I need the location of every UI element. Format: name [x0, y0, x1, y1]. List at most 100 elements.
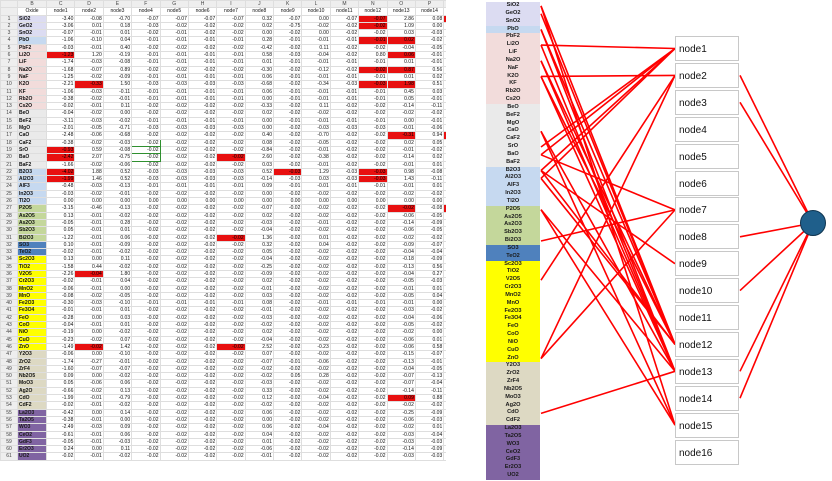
value-cell[interactable]: -0.02 — [102, 401, 133, 410]
value-cell[interactable]: -0.08 — [45, 291, 76, 301]
value-cell[interactable]: -0.01 — [329, 299, 360, 308]
value-cell[interactable]: -0.02 — [159, 394, 189, 403]
value-cell[interactable]: 1.36 — [244, 233, 275, 242]
value-cell[interactable]: -0.27 — [74, 357, 104, 366]
column-letter[interactable]: D — [74, 0, 104, 9]
value-cell[interactable]: -0.01 — [301, 87, 331, 96]
value-cell[interactable]: -0.03 — [329, 175, 360, 184]
value-cell[interactable]: 0.09 — [102, 423, 133, 432]
value-cell[interactable]: -0.01 — [414, 58, 445, 67]
value-cell[interactable]: -0.01 — [159, 299, 189, 308]
value-cell[interactable]: -0.05 — [386, 277, 416, 286]
value-cell[interactable]: -0.02 — [443, 277, 446, 286]
value-cell[interactable]: -0.02 — [329, 430, 360, 439]
value-cell[interactable]: -0.02 — [216, 430, 246, 439]
value-cell[interactable]: -0.02 — [414, 145, 445, 155]
value-cell[interactable]: -0.30 — [45, 299, 76, 308]
value-cell[interactable]: -0.02 — [216, 379, 246, 388]
value-cell[interactable]: -0.30 — [244, 65, 275, 74]
value-cell[interactable]: -0.02 — [159, 408, 189, 417]
value-cell[interactable]: -0.01 — [131, 87, 161, 96]
value-cell[interactable]: -0.02 — [443, 306, 446, 315]
value-cell[interactable]: -0.02 — [329, 415, 360, 425]
value-cell[interactable]: -3.06 — [45, 21, 76, 31]
value-cell[interactable]: -1.68 — [45, 65, 76, 74]
value-cell[interactable]: -0.02 — [329, 160, 360, 169]
value-cell[interactable]: -0.02 — [329, 255, 360, 264]
value-cell[interactable]: -0.06 — [386, 211, 416, 220]
value-cell[interactable]: 0.01 — [102, 321, 133, 330]
value-cell[interactable]: -0.01 — [414, 51, 445, 60]
value-cell[interactable]: -0.01 — [216, 36, 246, 45]
value-cell[interactable]: -0.02 — [131, 415, 161, 425]
value-cell[interactable]: -0.02 — [272, 189, 303, 199]
row-number[interactable]: 48 — [0, 357, 18, 366]
oxide-cell[interactable]: Sc2O3 — [17, 255, 47, 264]
value-cell[interactable]: -0.01 — [301, 182, 331, 191]
value-cell[interactable]: -0.01 — [187, 94, 218, 104]
value-cell[interactable]: -0.07 — [159, 14, 189, 23]
value-cell[interactable]: 0.01 — [386, 58, 416, 67]
value-cell[interactable]: 0.06 — [102, 379, 133, 388]
oxide-cell[interactable]: Y2O3 — [17, 350, 47, 359]
value-cell[interactable]: -0.02 — [329, 65, 360, 74]
value-cell[interactable]: 1.50 — [102, 80, 133, 89]
value-cell[interactable]: -0.02 — [358, 328, 388, 337]
value-cell[interactable]: -0.25 — [244, 262, 275, 272]
value-cell[interactable]: -0.03 — [45, 189, 76, 199]
value-cell[interactable]: -0.02 — [187, 372, 218, 381]
value-cell[interactable]: -0.02 — [301, 262, 331, 272]
value-cell[interactable]: -3.11 — [45, 116, 76, 126]
value-cell[interactable]: -0.01 — [159, 36, 189, 45]
value-cell[interactable]: -0.01 — [187, 36, 218, 45]
value-cell[interactable]: 0.58 — [414, 342, 445, 352]
value-cell[interactable]: -0.05 — [386, 291, 416, 301]
value-cell[interactable]: -0.02 — [216, 445, 246, 454]
value-cell[interactable]: -2.01 — [45, 124, 76, 133]
value-cell[interactable]: -0.03 — [329, 167, 360, 177]
value-cell[interactable]: -0.02 — [159, 372, 189, 381]
value-cell[interactable]: -0.02 — [443, 350, 446, 359]
value-cell[interactable]: -0.02 — [272, 240, 303, 250]
value-cell[interactable]: -0.02 — [159, 248, 189, 257]
row-number[interactable]: 10 — [0, 80, 18, 89]
value-cell[interactable]: -0.03 — [159, 124, 189, 133]
value-cell[interactable]: -0.02 — [159, 240, 189, 250]
value-cell[interactable]: 0.01 — [244, 58, 275, 67]
value-cell[interactable]: -0.02 — [301, 226, 331, 235]
value-cell[interactable]: -0.61 — [45, 430, 76, 439]
value-cell[interactable]: -0.02 — [159, 109, 189, 118]
value-cell[interactable]: -0.02 — [301, 313, 331, 323]
value-cell[interactable]: -0.02 — [74, 386, 104, 396]
value-cell[interactable]: -0.02 — [216, 21, 246, 31]
row-number[interactable]: 41 — [0, 306, 18, 315]
value-cell[interactable]: -0.02 — [216, 335, 246, 344]
value-cell[interactable]: 0.04 — [443, 394, 446, 403]
value-cell[interactable]: -0.02 — [159, 233, 189, 242]
value-cell[interactable]: -0.02 — [187, 255, 218, 264]
value-cell[interactable]: -0.03 — [159, 80, 189, 89]
value-cell[interactable]: -0.02 — [159, 218, 189, 228]
value-cell[interactable]: 0.13 — [45, 211, 76, 220]
value-cell[interactable]: -0.01 — [414, 357, 445, 366]
value-cell[interactable]: -0.02 — [187, 386, 218, 396]
value-cell[interactable]: -0.02 — [216, 423, 246, 432]
value-cell[interactable]: -0.01 — [159, 51, 189, 60]
oxide-cell[interactable]: Er2O3 — [17, 445, 47, 454]
value-cell[interactable]: -0.02 — [272, 65, 303, 74]
value-cell[interactable]: 0.09 — [386, 394, 416, 403]
value-cell[interactable]: -0.02 — [187, 321, 218, 330]
value-cell[interactable]: -0.02 — [159, 284, 189, 293]
value-cell[interactable]: 0.03 — [301, 175, 331, 184]
value-cell[interactable]: -0.02 — [272, 131, 303, 140]
value-cell[interactable]: -0.02 — [272, 218, 303, 228]
value-cell[interactable]: -0.02 — [159, 386, 189, 396]
value-cell[interactable]: -0.02 — [216, 43, 246, 53]
value-cell[interactable]: -0.10 — [102, 299, 133, 308]
value-cell[interactable]: -0.02 — [159, 145, 189, 155]
value-cell[interactable]: -0.02 — [102, 211, 133, 220]
value-cell[interactable]: -1.60 — [45, 364, 76, 374]
value-cell[interactable]: -0.04 — [386, 313, 416, 323]
value-cell[interactable]: 0.51 — [414, 80, 445, 89]
oxide-cell[interactable]: Rb2O — [17, 94, 47, 104]
